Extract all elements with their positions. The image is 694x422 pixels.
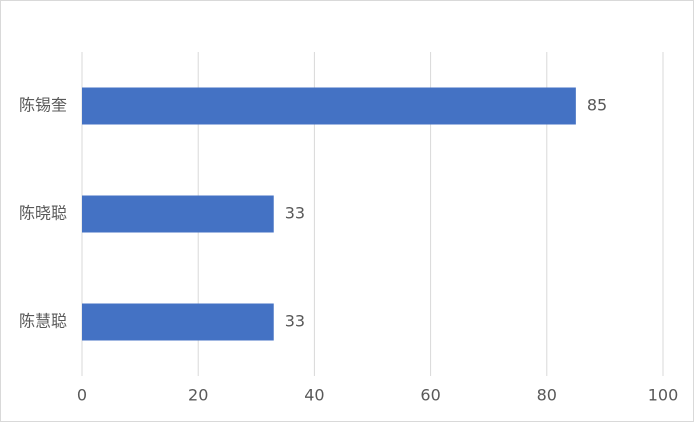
- data-label: 85: [587, 96, 607, 115]
- bar: [82, 87, 576, 125]
- y-tick-label: 陈慧聪: [19, 312, 67, 331]
- bar: [82, 195, 274, 233]
- data-label: 33: [285, 204, 305, 223]
- x-tick-label: 20: [188, 386, 208, 405]
- y-tick-label: 陈晓聪: [19, 204, 67, 223]
- x-tick-label: 0: [77, 386, 87, 405]
- x-tick-label: 60: [420, 386, 440, 405]
- x-tick-label: 40: [304, 386, 324, 405]
- y-tick-label: 陈锡奎: [19, 96, 67, 115]
- bar: [82, 303, 274, 341]
- x-tick-label: 100: [648, 386, 679, 405]
- x-tick-label: 80: [537, 386, 557, 405]
- data-label: 33: [285, 312, 305, 331]
